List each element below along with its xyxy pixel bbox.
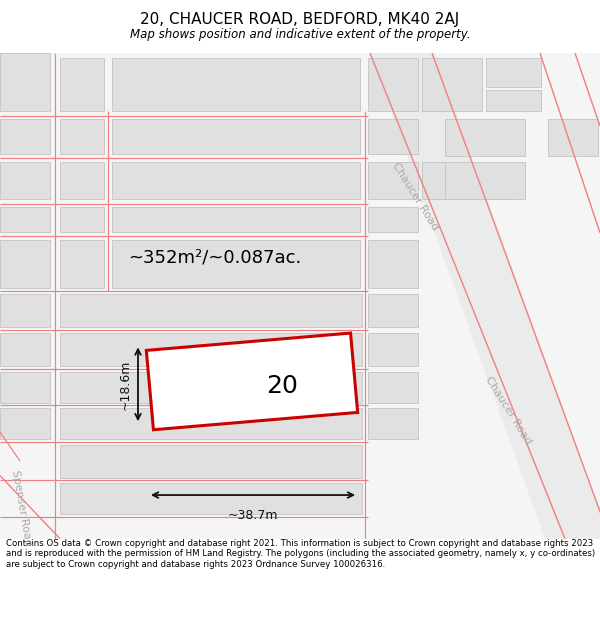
Polygon shape <box>0 333 50 366</box>
Polygon shape <box>112 119 360 154</box>
Polygon shape <box>60 408 362 439</box>
Polygon shape <box>0 53 600 539</box>
Polygon shape <box>486 90 541 111</box>
Polygon shape <box>368 372 418 402</box>
Polygon shape <box>60 58 104 111</box>
Text: 20, CHAUCER ROAD, BEDFORD, MK40 2AJ: 20, CHAUCER ROAD, BEDFORD, MK40 2AJ <box>140 12 460 27</box>
Polygon shape <box>60 294 362 327</box>
Text: Spenser Road: Spenser Road <box>10 469 34 546</box>
Text: ~18.6m: ~18.6m <box>119 359 132 409</box>
Polygon shape <box>422 162 512 199</box>
Polygon shape <box>548 119 598 156</box>
Polygon shape <box>60 119 104 154</box>
Polygon shape <box>60 444 362 478</box>
Polygon shape <box>368 58 418 111</box>
Polygon shape <box>0 408 50 439</box>
Polygon shape <box>368 162 418 199</box>
Polygon shape <box>112 207 360 232</box>
Polygon shape <box>112 58 360 111</box>
Polygon shape <box>0 294 50 327</box>
Polygon shape <box>0 119 50 154</box>
Text: Chaucer Road: Chaucer Road <box>390 161 440 232</box>
Text: ~38.7m: ~38.7m <box>228 509 278 522</box>
Text: ~352m²/~0.087ac.: ~352m²/~0.087ac. <box>128 248 302 266</box>
Polygon shape <box>0 53 50 111</box>
Polygon shape <box>146 333 358 430</box>
Polygon shape <box>486 58 541 87</box>
Polygon shape <box>368 408 418 439</box>
Polygon shape <box>368 119 418 154</box>
Polygon shape <box>60 239 104 288</box>
Text: 20: 20 <box>266 374 298 398</box>
Polygon shape <box>60 162 104 199</box>
Polygon shape <box>60 372 362 402</box>
Polygon shape <box>368 239 418 288</box>
Polygon shape <box>0 372 50 402</box>
Polygon shape <box>370 53 600 539</box>
Text: Map shows position and indicative extent of the property.: Map shows position and indicative extent… <box>130 28 470 41</box>
Polygon shape <box>60 483 362 514</box>
Polygon shape <box>0 162 50 199</box>
Polygon shape <box>445 162 525 199</box>
Polygon shape <box>60 207 104 232</box>
Text: Chaucer Road: Chaucer Road <box>483 375 533 446</box>
Polygon shape <box>112 162 360 199</box>
Polygon shape <box>112 239 360 288</box>
Polygon shape <box>368 207 418 232</box>
Polygon shape <box>422 58 482 111</box>
Polygon shape <box>0 239 50 288</box>
Text: Contains OS data © Crown copyright and database right 2021. This information is : Contains OS data © Crown copyright and d… <box>6 539 595 569</box>
Polygon shape <box>368 333 418 366</box>
Polygon shape <box>368 294 418 327</box>
Polygon shape <box>0 207 50 232</box>
Polygon shape <box>445 119 525 156</box>
Polygon shape <box>60 333 362 366</box>
